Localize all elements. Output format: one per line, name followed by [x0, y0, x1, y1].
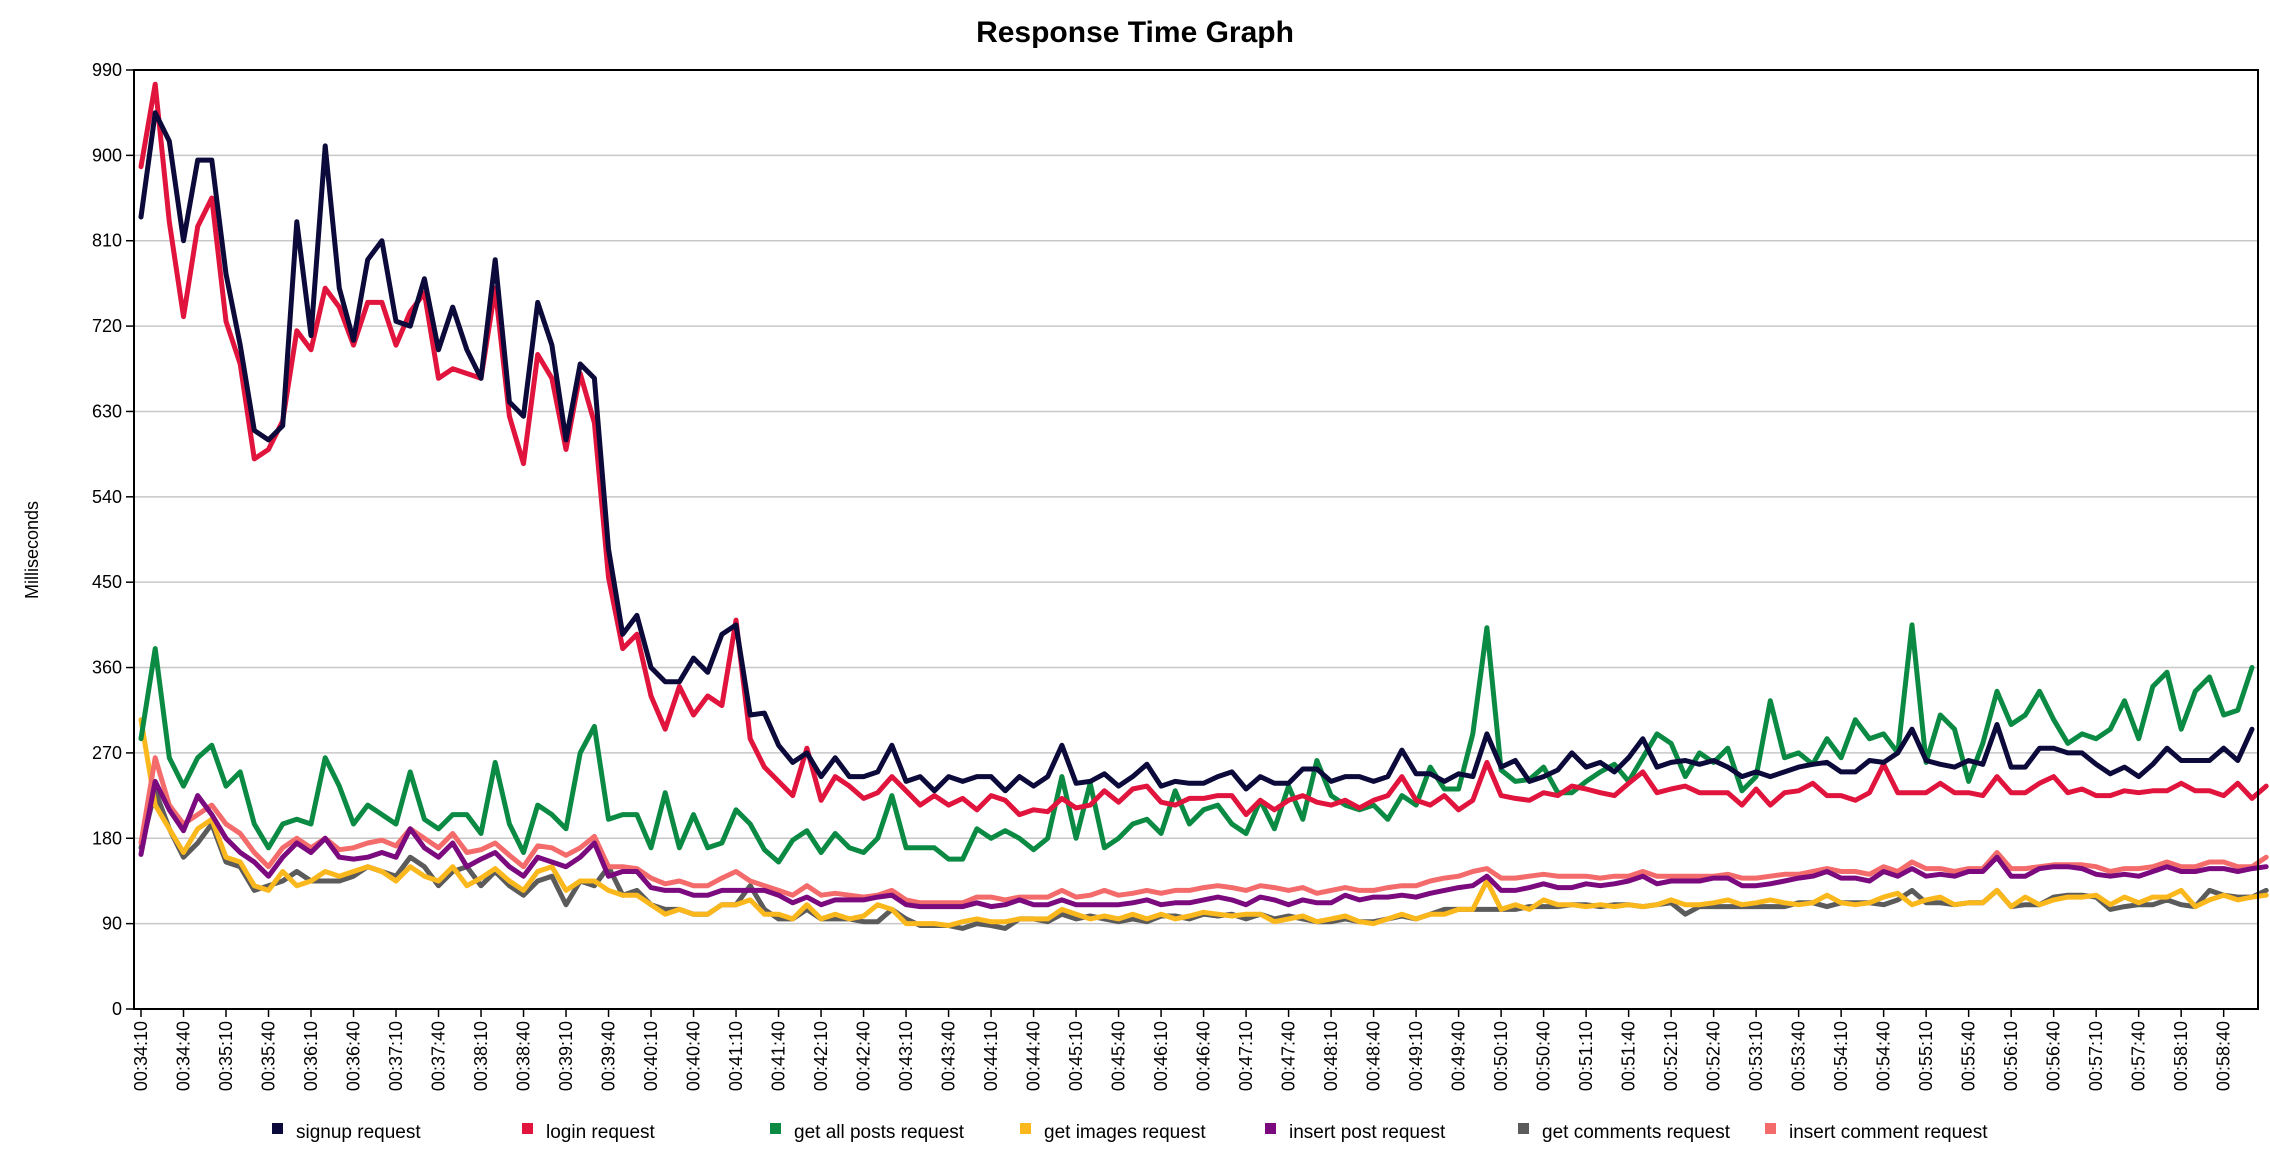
x-tick-label: 00:41:40 — [769, 1021, 789, 1091]
series-line-get-all-posts-request — [138, 622, 2255, 865]
x-tick-label: 00:40:10 — [641, 1021, 661, 1091]
x-tick-label: 00:50:10 — [1491, 1021, 1511, 1091]
x-tick-label: 00:44:10 — [981, 1021, 1001, 1091]
x-tick-label: 00:42:40 — [854, 1021, 874, 1091]
legend-swatch — [272, 1123, 283, 1134]
x-tick-label: 00:43:40 — [939, 1021, 959, 1091]
legend-swatch — [1265, 1123, 1276, 1134]
y-tick-label: 630 — [92, 401, 122, 421]
legend-swatch — [770, 1123, 781, 1134]
x-tick-label: 00:44:40 — [1024, 1021, 1044, 1091]
x-tick-label: 00:37:40 — [429, 1021, 449, 1091]
x-tick-label: 00:58:40 — [2214, 1021, 2234, 1091]
x-tick-label: 00:57:40 — [2129, 1021, 2149, 1091]
x-tick-label: 00:53:40 — [1789, 1021, 1809, 1091]
legend-label: get all posts request — [794, 1122, 965, 1143]
x-tick-label: 00:52:40 — [1704, 1021, 1724, 1091]
x-tick-label: 00:35:40 — [259, 1021, 279, 1091]
legend: signup request login request get all posts… — [272, 1122, 1988, 1143]
legend-item: signup request — [272, 1122, 421, 1143]
x-tick-label: 00:52:10 — [1661, 1021, 1681, 1091]
y-tick-label: 0 — [112, 999, 122, 1019]
x-tick-label: 00:54:40 — [1874, 1021, 1894, 1091]
x-axis-ticks: 00:34:10 00:34:40 00:35:10 00:35:40 00:36:10… — [131, 1009, 2234, 1091]
x-tick-label: 00:49:10 — [1406, 1021, 1426, 1091]
x-tick-label: 00:42:10 — [811, 1021, 831, 1091]
x-tick-label: 00:47:40 — [1279, 1021, 1299, 1091]
series-line-signup-request — [138, 110, 2255, 794]
x-tick-label: 00:38:40 — [514, 1021, 534, 1091]
x-tick-label: 00:48:40 — [1364, 1021, 1384, 1091]
y-tick-label: 180 — [92, 828, 122, 848]
x-tick-label: 00:37:10 — [386, 1021, 406, 1091]
grid-lines — [134, 154, 2258, 925]
x-tick-label: 00:57:10 — [2086, 1021, 2106, 1091]
legend-item: get comments request — [1518, 1122, 1731, 1143]
legend-item: get all posts request — [770, 1122, 965, 1143]
x-tick-label: 00:43:10 — [896, 1021, 916, 1091]
legend-swatch — [1518, 1123, 1529, 1134]
y-tick-label: 360 — [92, 658, 122, 678]
legend-label: insert post request — [1289, 1122, 1446, 1143]
legend-item: login request — [522, 1122, 656, 1143]
x-tick-label: 00:56:10 — [2001, 1021, 2021, 1091]
series-lines — [138, 81, 2269, 931]
legend-label: insert comment request — [1789, 1122, 1988, 1143]
legend-label: login request — [546, 1122, 656, 1143]
legend-item: insert comment request — [1765, 1122, 1988, 1143]
x-tick-label: 00:55:10 — [1916, 1021, 1936, 1091]
y-axis-ticks: 0 90 180 270 360 450 540 630 720 810 900 990 — [92, 60, 134, 1019]
y-axis-label: Milliseconds — [22, 501, 42, 599]
series-line-insert-comment-request — [138, 755, 2269, 906]
x-tick-label: 00:54:10 — [1831, 1021, 1851, 1091]
x-tick-label: 00:55:40 — [1959, 1021, 1979, 1091]
legend-label: signup request — [296, 1122, 421, 1143]
x-tick-label: 00:40:40 — [684, 1021, 704, 1091]
legend-swatch — [522, 1123, 533, 1134]
x-tick-label: 00:39:40 — [599, 1021, 619, 1091]
x-tick-label: 00:50:40 — [1534, 1021, 1554, 1091]
x-tick-label: 00:47:10 — [1236, 1021, 1256, 1091]
x-tick-label: 00:56:40 — [2044, 1021, 2064, 1091]
x-tick-label: 00:49:40 — [1449, 1021, 1469, 1091]
x-tick-label: 00:35:10 — [216, 1021, 236, 1091]
y-tick-label: 720 — [92, 316, 122, 336]
legend-item: insert post request — [1265, 1122, 1446, 1143]
y-tick-label: 810 — [92, 231, 122, 251]
legend-label: get images request — [1044, 1122, 1206, 1143]
x-tick-label: 00:48:10 — [1321, 1021, 1341, 1091]
y-tick-label: 450 — [92, 572, 122, 592]
x-tick-label: 00:38:10 — [471, 1021, 491, 1091]
series-line-get-images-request — [138, 717, 2269, 928]
y-tick-label: 90 — [102, 914, 122, 934]
x-tick-label: 00:39:10 — [556, 1021, 576, 1091]
x-tick-label: 00:36:40 — [344, 1021, 364, 1091]
series-line-insert-post-request — [138, 778, 2269, 910]
plot-area-border — [133, 69, 2259, 1010]
y-tick-label: 990 — [92, 60, 122, 80]
x-tick-label: 00:36:10 — [301, 1021, 321, 1091]
x-tick-label: 00:45:40 — [1109, 1021, 1129, 1091]
x-tick-label: 00:45:10 — [1066, 1021, 1086, 1091]
x-tick-label: 00:53:10 — [1746, 1021, 1766, 1091]
legend-item: get images request — [1020, 1122, 1206, 1143]
x-tick-label: 00:34:10 — [131, 1021, 151, 1091]
y-tick-label: 270 — [92, 743, 122, 763]
x-tick-label: 00:46:40 — [1194, 1021, 1214, 1091]
x-tick-label: 00:34:40 — [174, 1021, 194, 1091]
x-tick-label: 00:58:10 — [2171, 1021, 2191, 1091]
chart-title: Response Time Graph — [976, 16, 1294, 49]
legend-swatch — [1020, 1123, 1031, 1134]
legend-swatch — [1765, 1123, 1776, 1134]
x-tick-label: 00:51:40 — [1619, 1021, 1639, 1091]
series-line-login-request — [138, 81, 2269, 818]
x-tick-label: 00:41:10 — [726, 1021, 746, 1091]
x-tick-label: 00:51:10 — [1576, 1021, 1596, 1091]
y-tick-label: 540 — [92, 487, 122, 507]
x-tick-label: 00:46:10 — [1151, 1021, 1171, 1091]
legend-label: get comments request — [1542, 1122, 1731, 1143]
y-tick-label: 900 — [92, 145, 122, 165]
